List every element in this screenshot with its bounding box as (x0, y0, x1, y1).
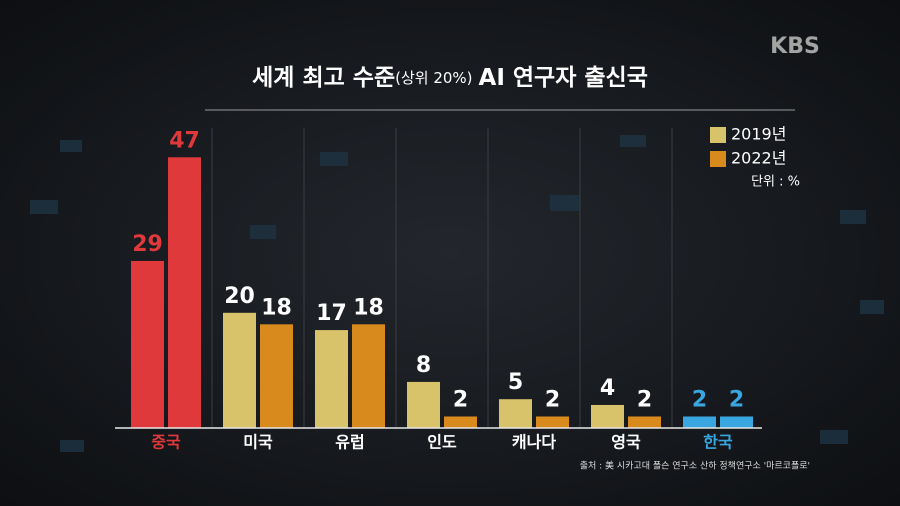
bar (352, 324, 385, 428)
value-label: 29 (132, 232, 163, 257)
bar (499, 399, 532, 428)
title-note: (상위 20%) (395, 69, 472, 87)
value-label: 2 (637, 387, 652, 412)
bar (131, 260, 164, 428)
decoration (30, 135, 884, 452)
x-tick-label: 한국 (703, 433, 733, 452)
value-label: 8 (416, 353, 431, 378)
bar (720, 416, 753, 428)
source: 출처 : 美 시카고대 폴슨 연구소 산하 정책연구소 '마르코폴로' (580, 460, 810, 472)
value-label: 2 (729, 387, 744, 412)
x-tick-label: 캐나다 (512, 433, 556, 452)
legend-swatch (710, 151, 726, 167)
value-label: 18 (353, 295, 384, 320)
x-tick-label: 중국 (151, 433, 181, 452)
x-tick-label: 영국 (611, 433, 641, 452)
chart-title: 세계 최고 수준(상위 20%) AI 연구자 출신국 (252, 65, 648, 91)
legend-swatch (710, 127, 726, 143)
logo: KBS (770, 34, 820, 59)
bar (444, 416, 477, 428)
legend-label: 2019년 (731, 125, 786, 144)
title-end: AI 연구자 출신국 (479, 65, 648, 91)
bar (315, 330, 348, 428)
value-label: 5 (508, 370, 523, 395)
value-label: 2 (453, 387, 468, 412)
title-main: 세계 최고 수준 (252, 65, 395, 91)
legend-label: 2022년 (731, 149, 786, 168)
unit: 단위 : % (751, 175, 800, 190)
bar (628, 416, 661, 428)
bar (223, 312, 256, 428)
value-label: 17 (316, 301, 347, 326)
bar (168, 157, 201, 428)
bar (683, 416, 716, 428)
x-tick-label: 인도 (427, 433, 457, 452)
x-tick-label: 미국 (243, 433, 273, 452)
bar (536, 416, 569, 428)
x-tick-label: 유럽 (335, 433, 364, 452)
value-label: 2 (545, 387, 560, 412)
bar (407, 381, 440, 428)
value-label: 4 (600, 376, 615, 401)
value-label: 20 (224, 284, 255, 309)
value-label: 2 (692, 387, 707, 412)
bar (260, 324, 293, 428)
bar (591, 404, 624, 428)
value-label: 47 (169, 128, 200, 153)
value-label: 18 (261, 295, 292, 320)
